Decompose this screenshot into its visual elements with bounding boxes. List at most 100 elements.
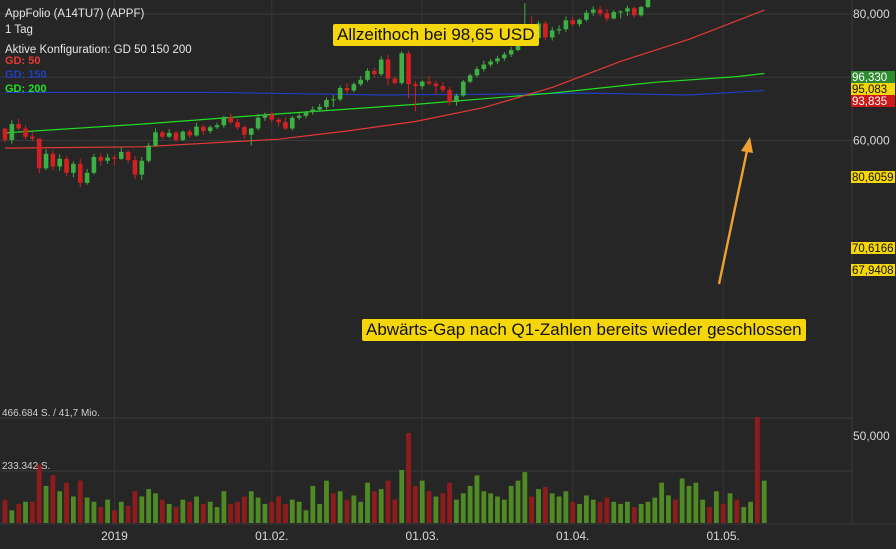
volume-bar xyxy=(686,485,692,523)
candle xyxy=(454,93,459,106)
candle xyxy=(64,155,69,177)
volume-bar xyxy=(173,507,179,523)
volume-bar xyxy=(194,496,199,523)
candle-body xyxy=(146,145,151,161)
volume-bar xyxy=(727,493,733,523)
candle xyxy=(105,153,110,164)
candle xyxy=(433,80,439,95)
volume-bar xyxy=(2,499,8,523)
candle-body xyxy=(2,128,8,140)
gap-arrow-shaft xyxy=(717,145,750,285)
volume-bar xyxy=(563,491,569,523)
candle-body xyxy=(460,81,466,96)
volume-bar xyxy=(77,480,83,523)
volume-bar xyxy=(474,475,480,523)
candle-body xyxy=(303,112,309,116)
candle-body xyxy=(248,128,254,135)
candle-body xyxy=(611,12,617,19)
candle-body xyxy=(631,8,637,16)
x-tick-label: 01.05. xyxy=(707,529,740,543)
candle-body xyxy=(556,29,562,31)
volume-bar xyxy=(187,501,193,523)
volume-bar xyxy=(214,507,220,523)
volume-bar xyxy=(659,482,665,523)
candle xyxy=(563,16,569,32)
candle xyxy=(378,56,384,76)
volume-bar xyxy=(16,503,22,523)
price-tag: 95,083 xyxy=(851,83,895,96)
volume-bar xyxy=(549,493,555,523)
candle xyxy=(556,25,562,35)
volume-bar xyxy=(406,432,411,523)
volume-bar xyxy=(700,499,706,523)
gap-arrow-head xyxy=(741,137,753,153)
candle xyxy=(324,97,329,110)
volume-bar xyxy=(296,501,302,523)
candle xyxy=(331,94,336,107)
volume-bar xyxy=(501,499,507,523)
x-tick-label: 01.04. xyxy=(556,529,589,543)
candle-body xyxy=(214,125,220,128)
volume-bar xyxy=(577,503,582,523)
candle-body xyxy=(399,53,405,83)
candle xyxy=(549,27,555,41)
candle xyxy=(625,5,630,16)
volume-bar xyxy=(324,480,329,523)
volume-bar xyxy=(392,499,398,523)
chart-title: AppFolio (A14TU7) (APPF) xyxy=(5,8,145,20)
volume-tick-label: 50,000 xyxy=(853,429,890,443)
volume-bar xyxy=(125,506,131,523)
volume-bar xyxy=(351,495,357,523)
volume-bar xyxy=(707,507,712,523)
candle xyxy=(235,118,240,130)
candle xyxy=(631,6,637,18)
candle-body xyxy=(50,153,56,167)
legend-gd50: GD: 50 xyxy=(5,55,41,67)
candle xyxy=(180,130,186,142)
volume-bar xyxy=(29,501,35,523)
volume-bar xyxy=(419,480,425,523)
candle xyxy=(9,120,15,144)
volume-bar xyxy=(454,499,459,523)
volume-bar xyxy=(481,491,487,523)
volume-bar xyxy=(235,501,240,523)
candle-body xyxy=(590,9,596,13)
price-tag-box xyxy=(851,95,895,107)
volume-bar xyxy=(98,507,104,523)
volume-bar xyxy=(378,489,384,523)
volume-bar xyxy=(618,503,623,523)
gap-annotation: Abwärts-Gap nach Q1-Zahlen bereits wiede… xyxy=(362,319,806,341)
volume-bar xyxy=(118,501,124,523)
candle xyxy=(440,82,446,93)
candle xyxy=(399,51,405,85)
candle-body xyxy=(508,50,514,55)
candle-body xyxy=(71,163,76,173)
candle xyxy=(488,58,493,68)
volume-bar xyxy=(741,507,747,523)
volume-bar xyxy=(50,475,56,523)
candle-body xyxy=(467,75,473,82)
candle xyxy=(365,68,370,82)
price-tag-label: 96,330 xyxy=(852,72,887,84)
candle xyxy=(84,168,90,185)
volume-bar xyxy=(207,501,213,523)
candle xyxy=(584,10,589,22)
candle-body xyxy=(604,13,610,19)
candle xyxy=(221,115,227,128)
candle-body xyxy=(269,114,275,120)
candle xyxy=(426,75,432,86)
price-tag-label: 70,6166 xyxy=(852,243,894,255)
legend-gd150: GD: 150 xyxy=(5,69,47,81)
candle xyxy=(351,82,357,93)
candle-body xyxy=(481,64,487,70)
candle-body xyxy=(543,23,548,38)
volume-bar xyxy=(132,491,138,523)
candle-body xyxy=(160,132,165,137)
candle xyxy=(358,75,363,87)
candle-body xyxy=(549,30,555,38)
price-tag: 80,6059 xyxy=(851,171,895,184)
candle xyxy=(36,138,42,174)
candle-body xyxy=(406,53,411,85)
candle-body xyxy=(440,86,446,90)
chart-interval: 1 Tag xyxy=(5,24,33,36)
